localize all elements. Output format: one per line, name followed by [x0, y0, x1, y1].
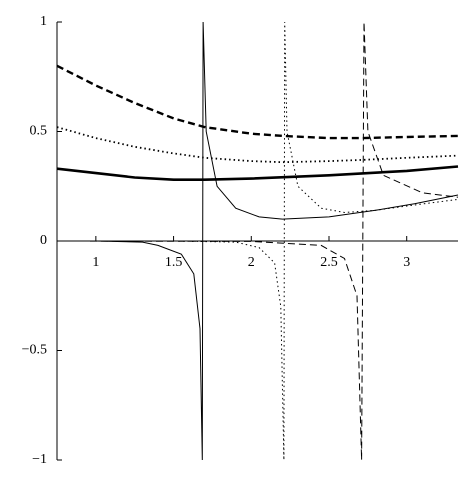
y-tick-label: 0.5	[30, 124, 48, 139]
curve	[57, 21, 459, 461]
y-tick-label: −1	[32, 452, 47, 467]
x-tick-label: 1.5	[165, 255, 183, 270]
x-tick-label: 2	[248, 255, 255, 270]
y-tick-label: −0.5	[22, 343, 47, 358]
x-tick-label: 3	[403, 255, 410, 270]
curve	[57, 21, 459, 461]
y-tick-label: 0	[40, 233, 47, 248]
curve	[57, 165, 459, 181]
x-tick-label: 1	[92, 255, 99, 270]
y-tick-label: 1	[40, 14, 47, 29]
curve	[57, 126, 459, 164]
curve	[57, 21, 459, 461]
plot-area	[57, 21, 459, 461]
curve	[57, 64, 459, 140]
x-tick-label: 2.5	[320, 255, 338, 270]
